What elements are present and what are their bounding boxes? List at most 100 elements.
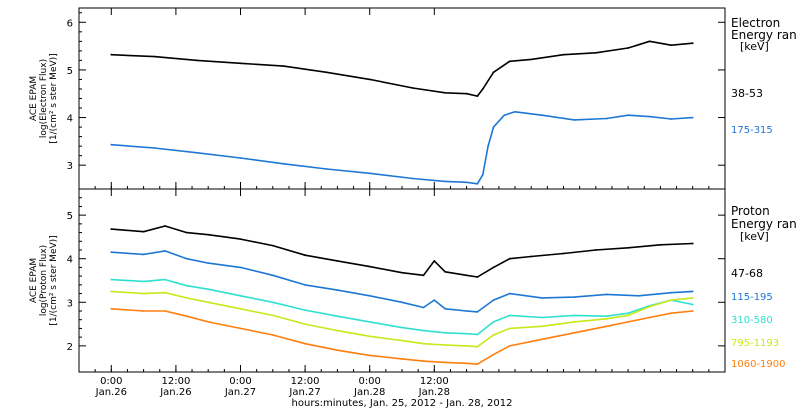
electron-panel-frame [78, 7, 726, 190]
proton-data-point [573, 331, 576, 334]
proton-data-point [541, 297, 543, 299]
proton-data-point [627, 312, 629, 315]
proton-data-point [164, 310, 167, 312]
electron-data-point [411, 177, 414, 180]
proton-data-point [271, 314, 274, 317]
proton-data-point [110, 251, 113, 254]
electron-data-point [503, 114, 506, 117]
proton-data-point [239, 238, 242, 241]
proton-y-axis-label-line: log(Proton Flux) [39, 245, 49, 316]
proton-data-point [627, 246, 629, 249]
proton-legend-entry: 47-68 [731, 267, 763, 280]
proton-data-point [492, 353, 495, 356]
proton-data-point [530, 255, 533, 258]
proton-data-point [422, 360, 425, 362]
proton-data-point [627, 321, 629, 323]
proton-legend-entry: 1060-1900 [731, 359, 786, 370]
electron-data-point [508, 60, 511, 63]
proton-y-tick-label: 5 [67, 211, 73, 222]
electron-y-tick-label: 6 [67, 18, 73, 29]
proton-data-point [422, 306, 425, 309]
proton-legend-entry: 310-580 [731, 315, 773, 326]
proton-data-point [670, 299, 673, 301]
proton-series-line [111, 225, 693, 278]
proton-data-point [185, 231, 188, 234]
x-tick-time-label: 12:00 [420, 376, 449, 387]
electron-data-point [110, 53, 113, 56]
proton-data-point [594, 249, 597, 251]
proton-data-point [368, 265, 371, 268]
proton-series-line [111, 308, 693, 365]
electron-y-axis-label: ACE EPAM log(Electron Flux) [1/(cm² s ster… [29, 53, 59, 143]
electron-data-point [368, 172, 371, 175]
electron-data-point [325, 168, 328, 170]
proton-data-point [271, 274, 274, 277]
proton-data-point [401, 339, 403, 342]
electron-data-point [325, 71, 328, 74]
electron-y-tick-label: 4 [67, 114, 73, 125]
x-axis-label: hours:minutes, Jan. 25, 2012 - Jan. 28, … [292, 398, 513, 409]
proton-data-point [207, 288, 210, 291]
proton-data-point [271, 301, 274, 304]
proton-data-point [659, 243, 662, 246]
electron-data-point [670, 118, 673, 120]
proton-series-line [111, 290, 693, 348]
electron-data-point [562, 53, 565, 56]
proton-data-point [142, 280, 145, 283]
proton-data-point [422, 342, 425, 345]
proton-data-point [476, 276, 479, 278]
proton-data-point [185, 257, 188, 260]
proton-data-point [465, 345, 468, 347]
proton-data-point [164, 291, 167, 294]
electron-data-point [239, 157, 242, 159]
proton-data-point [401, 271, 403, 274]
electron-y-tick-label: 5 [67, 66, 73, 77]
electron-y-tick-label: 3 [67, 161, 73, 172]
proton-data-point [648, 305, 651, 308]
electron-data-point [444, 91, 446, 94]
electron-data-point [627, 47, 629, 49]
proton-data-point [368, 354, 371, 357]
proton-data-point [207, 262, 210, 264]
electron-data-point [110, 143, 113, 146]
proton-data-point [476, 345, 479, 348]
electron-data-point [627, 114, 629, 117]
proton-data-point [691, 297, 694, 299]
proton-data-point [336, 315, 339, 318]
electron-legend-title: Electron [731, 16, 780, 30]
proton-data-point [508, 345, 511, 347]
proton-data-point [207, 301, 210, 304]
proton-data-point [465, 332, 468, 335]
electron-data-point [196, 59, 199, 62]
proton-data-point [142, 292, 145, 295]
proton-data-point [422, 329, 425, 332]
electron-data-point [465, 92, 468, 95]
electron-data-point [670, 44, 673, 47]
x-tick-time-label: 12:00 [291, 376, 320, 387]
proton-data-point [433, 260, 436, 262]
x-tick-date-label: Jan.27 [288, 387, 320, 398]
proton-data-point [336, 329, 339, 332]
proton-data-point [207, 321, 210, 323]
proton-data-point [691, 290, 694, 293]
electron-data-point [648, 115, 651, 118]
electron-data-point [282, 162, 285, 165]
electron-data-point [239, 62, 242, 65]
proton-data-point [476, 333, 479, 336]
proton-y-tick-label: 4 [67, 255, 73, 266]
proton-data-point [573, 314, 576, 317]
proton-data-point [605, 293, 608, 296]
electron-data-point [368, 78, 371, 81]
proton-data-point [185, 284, 188, 287]
x-tick-date-label: Jan.28 [418, 387, 450, 398]
proton-data-point [164, 225, 167, 227]
electron-data-point [691, 42, 694, 45]
electron-series-line [111, 111, 693, 185]
proton-data-point [508, 327, 511, 330]
electron-data-point [605, 117, 608, 120]
electron-y-axis-label-line: ACE EPAM [29, 76, 39, 121]
proton-data-point [336, 349, 339, 352]
proton-data-point [336, 260, 339, 262]
